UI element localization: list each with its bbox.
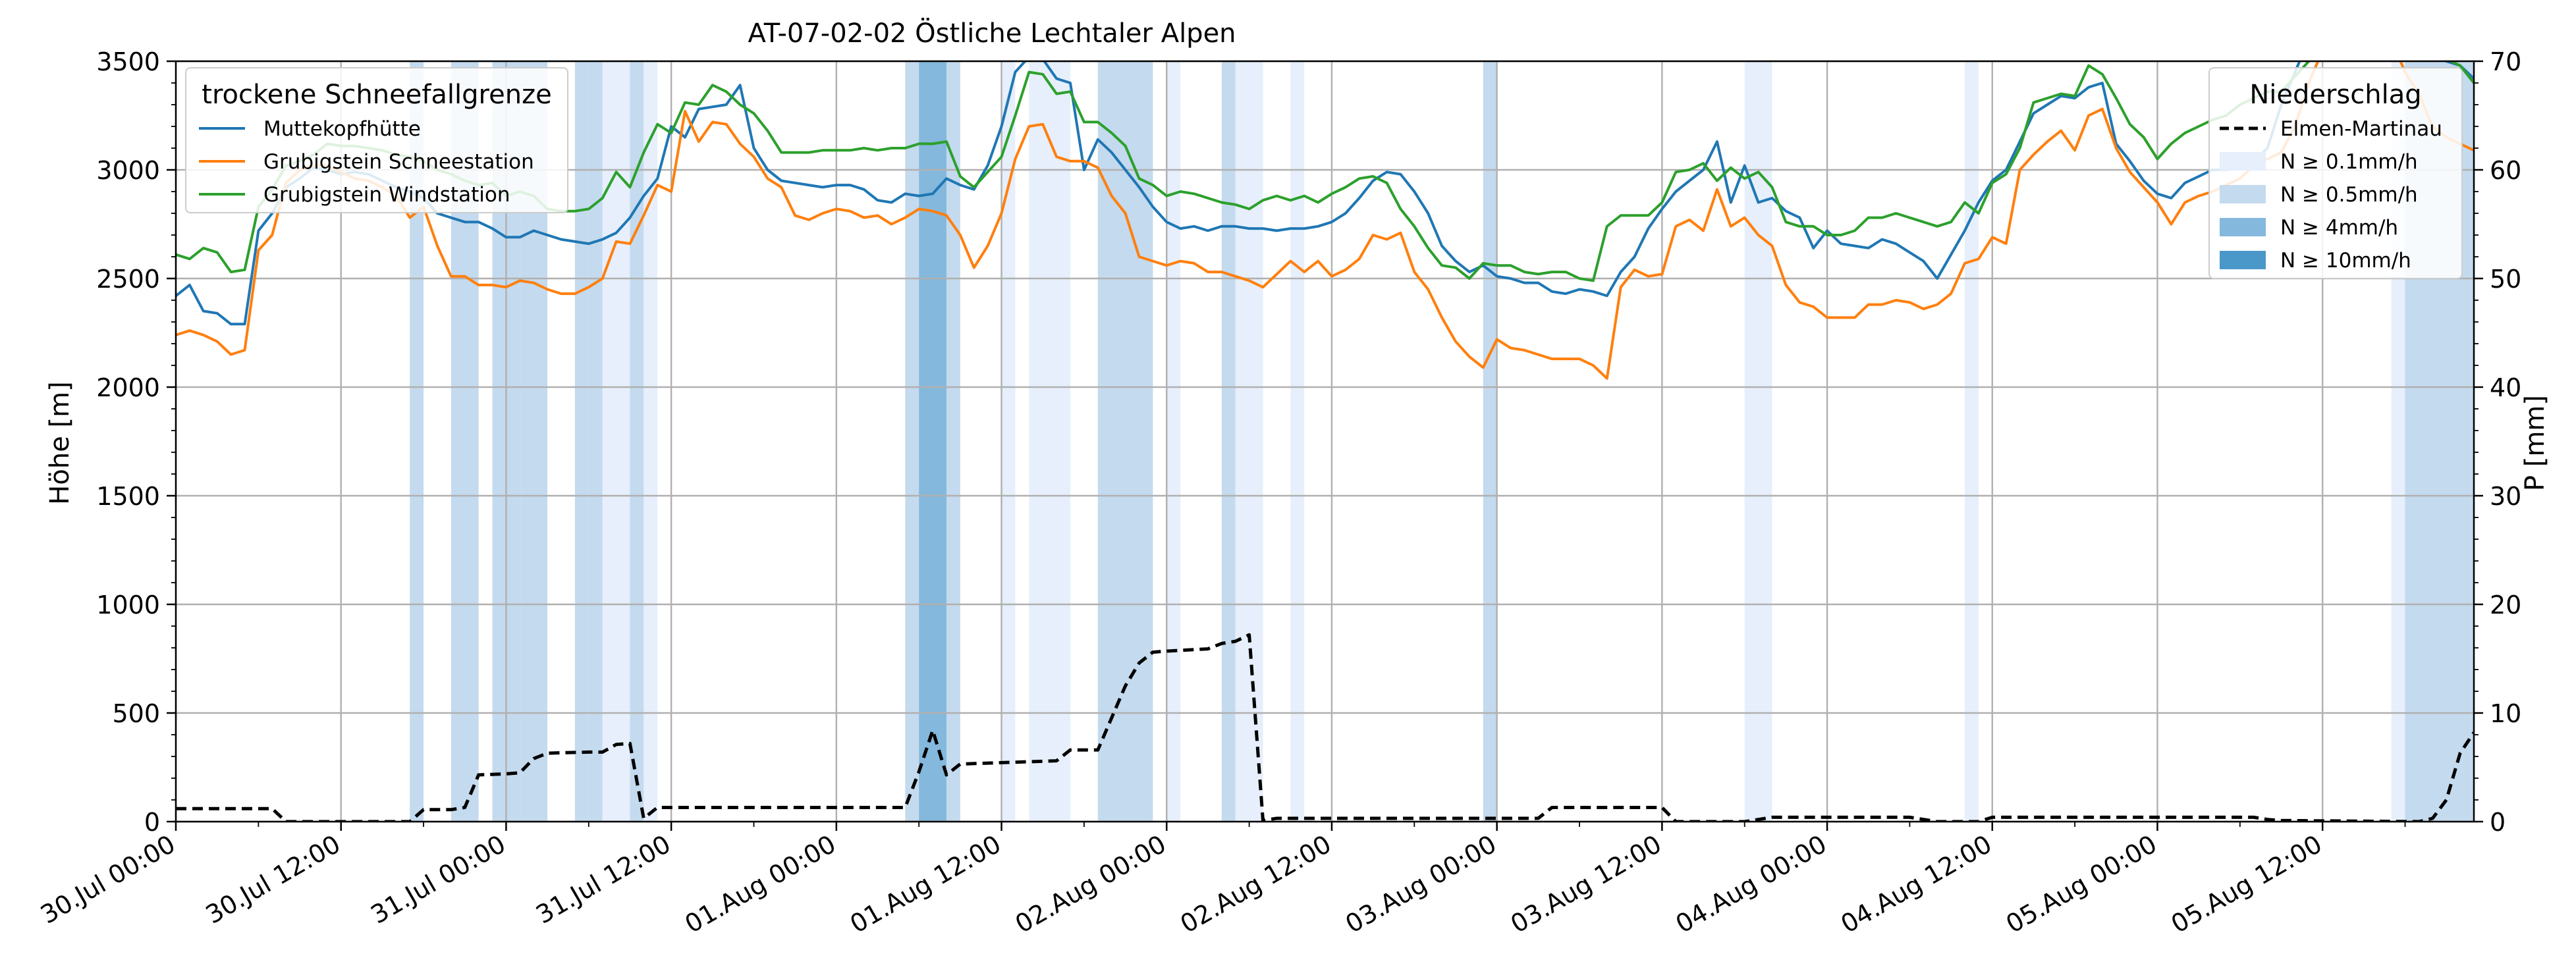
precip-band-13 bbox=[1029, 61, 1043, 822]
snowline-legend-title: trockene Schneefallgrenze bbox=[202, 80, 551, 110]
precip-band-22 bbox=[1744, 61, 1772, 822]
y2-axis-title: P [mm] bbox=[2520, 395, 2550, 491]
precip-band-21 bbox=[1483, 61, 1497, 822]
y-tick-label-6: 3000 bbox=[96, 156, 160, 185]
legend-swatch-precip-0 bbox=[2220, 152, 2266, 171]
y-tick-label-4: 2000 bbox=[96, 373, 160, 402]
precip-band-7 bbox=[630, 61, 644, 822]
snowline-legend-box bbox=[185, 67, 568, 213]
precip-band-10 bbox=[919, 61, 946, 822]
legend-label-muttekopfhuette: Muttekopfhütte bbox=[263, 117, 421, 141]
y-axis-title: Höhe [m] bbox=[45, 381, 75, 504]
series-line-1 bbox=[176, 61, 2474, 380]
precip-band-14 bbox=[1043, 61, 1057, 822]
precip-band-16 bbox=[1097, 61, 1153, 822]
precip-legend: Niederschlag Elmen-Martinau N ≥ 0.1mm/h … bbox=[2208, 67, 2463, 279]
series-line-3 bbox=[176, 633, 2474, 822]
precip-band-17 bbox=[1166, 61, 1181, 822]
precip-band-15 bbox=[1056, 61, 1070, 822]
y2-tick-label-1: 10 bbox=[2490, 699, 2521, 728]
y2-tick-label-0: 0 bbox=[2490, 808, 2506, 837]
legend-label-precip-1: N ≥ 0.5mm/h bbox=[2280, 183, 2418, 207]
precipitation-bands bbox=[410, 61, 2474, 822]
legend-swatch-precip-3 bbox=[2220, 251, 2266, 269]
legend-swatch-precip-2 bbox=[2220, 218, 2266, 236]
precip-band-8 bbox=[644, 61, 658, 822]
y2-tick-label-5: 50 bbox=[2490, 265, 2521, 294]
legend-label-grubigstein-windstation: Grubigstein Windstation bbox=[263, 183, 510, 207]
y-tick-label-2: 1000 bbox=[96, 591, 160, 620]
precip-band-19 bbox=[1235, 61, 1263, 822]
precip-band-0 bbox=[410, 61, 424, 822]
y2-tick-label-4: 40 bbox=[2490, 373, 2521, 402]
precip-band-18 bbox=[1221, 61, 1236, 822]
y2-tick-label-2: 20 bbox=[2490, 591, 2521, 620]
precip-band-6 bbox=[602, 61, 630, 822]
legend-swatch-precip-1 bbox=[2220, 185, 2266, 203]
precip-band-9 bbox=[905, 61, 919, 822]
y2-tick-label-3: 30 bbox=[2490, 482, 2521, 511]
y2-tick-label-6: 60 bbox=[2490, 156, 2521, 185]
legend-label-precip-3: N ≥ 10mm/h bbox=[2280, 249, 2411, 273]
series-line-0 bbox=[176, 61, 2474, 326]
legend-label-precip-0: N ≥ 0.1mm/h bbox=[2280, 150, 2418, 174]
legend-label-grubigstein-schneestation: Grubigstein Schneestation bbox=[263, 150, 534, 174]
precip-band-12 bbox=[1001, 61, 1016, 822]
y2-tick-label-7: 70 bbox=[2490, 47, 2521, 76]
y-tick-label-7: 3500 bbox=[96, 47, 160, 76]
precip-band-11 bbox=[946, 61, 960, 822]
legend-label-elmen-martinau: Elmen-Martinau bbox=[2280, 117, 2442, 141]
y-tick-label-1: 500 bbox=[112, 699, 160, 728]
plot-frame bbox=[175, 60, 2475, 823]
precip-legend-box bbox=[2208, 67, 2463, 279]
y-tick-label-0: 0 bbox=[144, 808, 160, 837]
grid-lines bbox=[175, 60, 2474, 823]
precip-legend-title: Niederschlag bbox=[2249, 80, 2421, 110]
precip-band-5 bbox=[588, 61, 603, 822]
y-tick-label-3: 1500 bbox=[96, 482, 160, 511]
legend-label-precip-2: N ≥ 4mm/h bbox=[2280, 216, 2398, 240]
chart-title: AT-07-02-02 Östliche Lechtaler Alpen bbox=[748, 17, 1236, 49]
y-tick-label-5: 2500 bbox=[96, 265, 160, 294]
precip-band-4 bbox=[574, 61, 589, 822]
precip-band-20 bbox=[1290, 61, 1305, 822]
snowline-legend: trockene Schneefallgrenze Muttekopfhütte… bbox=[185, 67, 568, 213]
precip-band-23 bbox=[1964, 61, 1979, 822]
